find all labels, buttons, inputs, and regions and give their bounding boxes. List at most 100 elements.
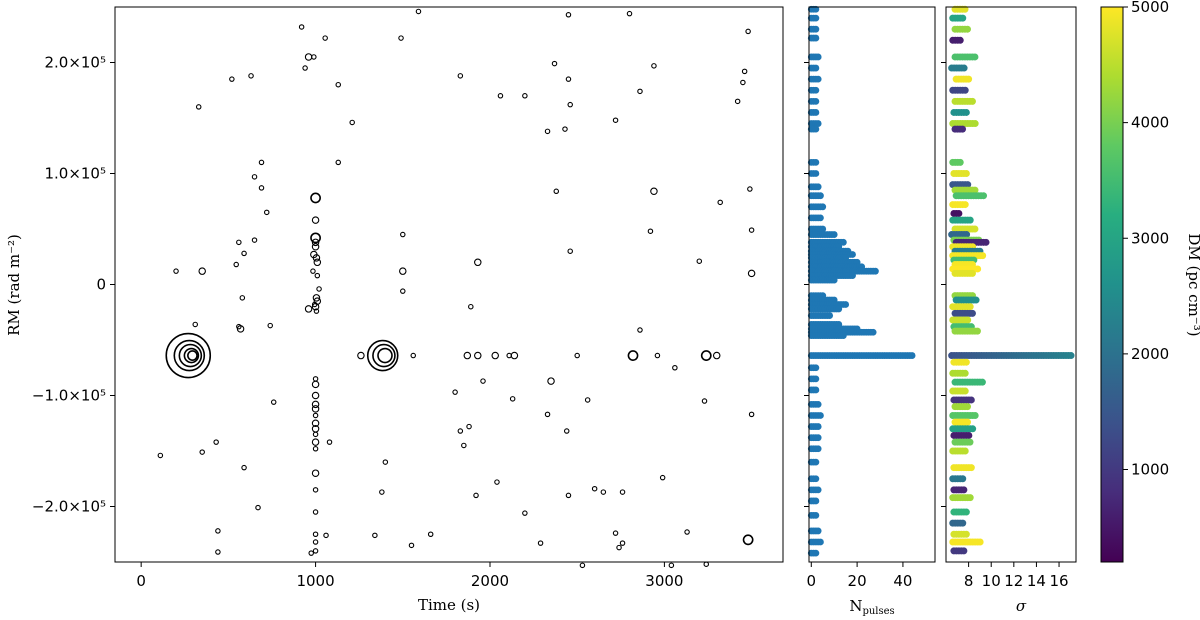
candidate-marker	[308, 550, 314, 556]
sigma-marker	[964, 181, 972, 189]
candidate-marker	[415, 8, 422, 15]
x-tick-label: 0	[807, 572, 817, 590]
sigma-marker	[974, 265, 982, 273]
npulses-marker	[819, 203, 827, 211]
candidate-marker	[312, 548, 319, 554]
candidate-marker	[567, 101, 573, 108]
npulses-marker	[835, 305, 843, 313]
main-x-ticks: 0 1000 2000 3000	[136, 562, 683, 590]
npulses-marker	[812, 458, 820, 466]
npulses-x-axis-label: Npulses	[849, 597, 894, 617]
sigma-marker	[960, 547, 968, 555]
candidate-marker	[326, 439, 333, 445]
sigma-marker	[971, 186, 979, 194]
candidate-marker	[302, 65, 308, 71]
npulses-marker	[908, 352, 916, 359]
candidate-marker	[248, 73, 254, 79]
candidate-marker	[263, 209, 270, 216]
npulses-marker	[814, 53, 822, 61]
candidate-marker	[474, 258, 482, 267]
x-tick-label: 40	[893, 572, 912, 590]
candidate-marker	[717, 199, 723, 206]
candidate-marker	[696, 258, 703, 264]
candidate-marker	[312, 254, 321, 262]
candidate-marker	[311, 391, 320, 400]
rm-vs-time-panel: 0 1000 2000 3000 2.0×10⁵ 1.0×10⁵ 0 −1.0×10⁵ −2.…	[5, 6, 784, 614]
candidate-marker	[491, 351, 499, 360]
candidate-marker	[672, 364, 678, 371]
candidate-marker	[311, 419, 320, 427]
sigma-panel: 8 10 12 14 16 σ	[941, 5, 1077, 615]
sigma-marker	[962, 170, 970, 177]
candidate-marker	[563, 428, 570, 434]
candidate-marker	[310, 268, 316, 274]
colorbar-label: DM (pc cm⁻³)	[1185, 233, 1200, 336]
candidate-marker	[229, 76, 235, 82]
candidate-marker	[255, 504, 261, 511]
candidate-marker	[311, 302, 320, 311]
candidate-marker	[311, 238, 320, 247]
candidate-marker	[251, 237, 258, 243]
candidate-marker	[335, 81, 341, 88]
candidate-marker	[311, 438, 320, 446]
sigma-marker	[966, 303, 974, 311]
sigma-marker	[961, 387, 969, 395]
candidate-marker	[410, 352, 416, 359]
x-tick-label: 3000	[645, 572, 683, 590]
candidate-marker	[258, 159, 265, 166]
candidate-marker	[310, 192, 321, 204]
candidate-marker	[565, 76, 572, 82]
candidate-marker	[312, 431, 319, 438]
main-y-axis-label: RM (rad m⁻²)	[5, 234, 23, 336]
candidate-marker	[452, 389, 458, 395]
sigma-marker	[978, 378, 986, 386]
candidate-marker	[748, 411, 755, 418]
npulses-marker	[812, 475, 820, 483]
npulses-marker	[812, 25, 820, 33]
candidate-marker	[567, 248, 573, 254]
npulses-marker	[817, 538, 824, 546]
candidate-marker	[312, 412, 319, 419]
candidate-marker	[457, 428, 464, 434]
candidate-marker	[377, 347, 393, 364]
y-tick-label: 0	[96, 276, 106, 294]
sigma-marker	[956, 36, 964, 44]
npulses-marker	[812, 14, 820, 22]
candidate-marker	[322, 35, 328, 41]
candidate-marker	[366, 339, 399, 372]
candidate-marker	[650, 187, 658, 196]
npulses-marker	[817, 192, 824, 200]
npulses-marker	[812, 497, 820, 505]
candidate-marker	[357, 351, 365, 360]
candidate-marker	[480, 378, 486, 384]
sigma-marker	[963, 403, 971, 411]
candidate-marker	[241, 464, 247, 471]
candidate-marker	[497, 93, 504, 99]
candidate-marker	[270, 399, 277, 405]
sigma-marker	[971, 120, 979, 128]
candidate-marker	[584, 397, 591, 403]
candidate-marker	[311, 301, 318, 308]
npulses-marker	[812, 364, 820, 372]
candidate-marker	[215, 549, 221, 555]
candidate-marker	[173, 268, 179, 274]
candidate-marker	[562, 126, 568, 132]
npulses-marker	[842, 301, 850, 308]
candidate-marker	[466, 423, 472, 430]
x-tick-label: 8	[964, 572, 974, 590]
sigma-marker	[962, 530, 970, 538]
candidate-marker	[173, 339, 206, 372]
sigma-marker	[959, 519, 967, 527]
sigma-marker	[961, 447, 969, 455]
sigma-marker	[1067, 352, 1075, 360]
candidate-marker	[510, 351, 519, 360]
y-tick-label: −2.0×10⁵	[32, 498, 106, 516]
candidate-marker	[457, 73, 464, 79]
candidate-marker	[551, 60, 558, 67]
candidate-marker	[553, 188, 560, 195]
npulses-marker	[812, 5, 820, 13]
candidate-marker	[619, 540, 626, 546]
colorbar-tick-label: 1000	[1131, 461, 1169, 479]
candidate-marker	[600, 489, 607, 495]
